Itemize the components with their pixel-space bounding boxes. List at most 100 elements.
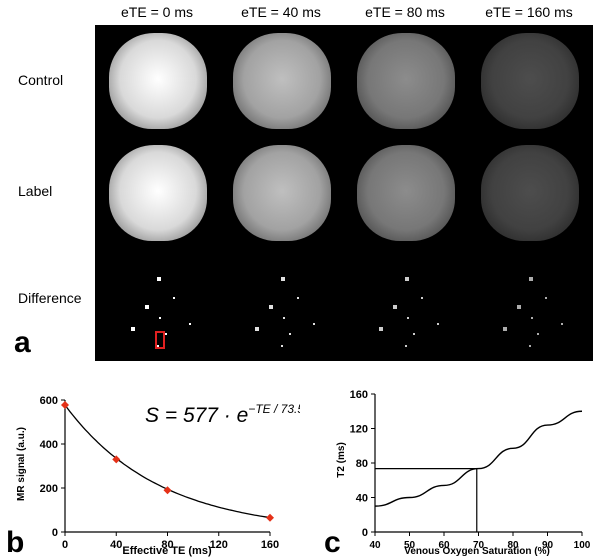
perfusion-spot [313, 323, 315, 325]
data-point [163, 486, 172, 495]
perfusion-spot [379, 327, 383, 331]
perfusion-spot [531, 317, 533, 319]
brain-slice [357, 257, 455, 353]
row-label-label: Label [18, 183, 53, 199]
fit-equation: S = 577 · e−TE / 73.5 [145, 402, 300, 427]
perfusion-spot [437, 323, 439, 325]
y-tick-label: 400 [40, 439, 58, 451]
mr-image-label-0 [95, 137, 219, 249]
mr-image-difference-2 [343, 249, 467, 361]
perfusion-spot [269, 305, 273, 309]
y-tick-label: 80 [356, 458, 368, 470]
data-point [61, 401, 69, 410]
x-tick-label: 70 [473, 540, 485, 551]
mr-image-difference-3 [467, 249, 591, 361]
x-tick-label: 160 [261, 539, 279, 551]
perfusion-spot [255, 327, 259, 331]
mr-image-control-3 [467, 25, 591, 137]
brain-slice [233, 145, 331, 241]
perfusion-spot [159, 317, 161, 319]
perfusion-spot [517, 305, 521, 309]
mr-image-control-0 [95, 25, 219, 137]
data-point [112, 455, 121, 464]
brain-slice [481, 257, 579, 353]
perfusion-spot [503, 327, 507, 331]
row-label-difference: Difference [18, 290, 82, 306]
perfusion-spot [545, 297, 547, 299]
roi-box [155, 331, 165, 349]
panel-letter-a: a [14, 326, 31, 359]
perfusion-spot [405, 277, 409, 281]
column-header-ete-0: eTE = 0 ms [121, 4, 193, 20]
perfusion-spot [405, 345, 407, 347]
brain-slice [357, 145, 455, 241]
column-header-ete-40: eTE = 40 ms [241, 4, 321, 20]
brain-slice [233, 257, 331, 353]
x-axis-label: Venous Oxygen Saturation (%) [404, 546, 550, 557]
y-tick-label: 600 [40, 395, 58, 407]
perfusion-spot [537, 333, 539, 335]
mr-image-label-2 [343, 137, 467, 249]
y-tick-label: 0 [52, 527, 58, 539]
column-header-ete-160: eTE = 160 ms [485, 4, 573, 20]
mr-image-control-2 [343, 25, 467, 137]
perfusion-spot [529, 277, 533, 281]
perfusion-spot [407, 317, 409, 319]
mr-image-grid [95, 25, 593, 361]
brain-slice [233, 33, 331, 129]
perfusion-spot [189, 323, 191, 325]
y-axis-label: MR signal (a.u.) [16, 427, 27, 501]
perfusion-spot [421, 297, 423, 299]
mr-image-label-3 [467, 137, 591, 249]
x-tick-label: 50 [404, 540, 416, 551]
x-tick-label: 120 [210, 539, 228, 551]
mr-image-difference-0 [95, 249, 219, 361]
panel-letter-b: b [6, 526, 24, 558]
perfusion-spot [281, 345, 283, 347]
brain-slice [481, 33, 579, 129]
perfusion-spot [529, 345, 531, 347]
panel-letter-c: c [324, 526, 341, 558]
brain-slice [481, 145, 579, 241]
brain-slice [109, 145, 207, 241]
perfusion-spot [283, 317, 285, 319]
perfusion-spot [393, 305, 397, 309]
x-tick-label: 100 [574, 540, 591, 551]
mr-image-label-1 [219, 137, 343, 249]
perfusion-spot [157, 345, 159, 347]
brain-slice [109, 257, 207, 353]
perfusion-spot [561, 323, 563, 325]
x-tick-label: 90 [542, 540, 554, 551]
data-point [266, 513, 274, 522]
perfusion-spot [131, 327, 135, 331]
perfusion-spot [289, 333, 291, 335]
perfusion-spot [413, 333, 415, 335]
y-tick-label: 200 [40, 483, 58, 495]
column-header-ete-80: eTE = 80 ms [365, 4, 445, 20]
x-tick-label: 80 [507, 540, 519, 551]
perfusion-spot [173, 297, 175, 299]
y-tick-label: 0 [362, 527, 368, 539]
t2-calibration-curve [374, 410, 583, 507]
y-tick-label: 120 [350, 424, 368, 436]
perfusion-spot [281, 277, 285, 281]
x-tick-label: 40 [369, 540, 381, 551]
y-tick-label: 40 [356, 493, 368, 505]
mr-image-control-1 [219, 25, 343, 137]
x-tick-label: 60 [438, 540, 450, 551]
y-axis-label: T2 (ms) [336, 442, 347, 478]
x-tick-label: 80 [161, 539, 173, 551]
row-label-control: Control [18, 72, 64, 88]
x-axis-label: Effective TE (ms) [122, 545, 212, 557]
perfusion-spot [145, 305, 149, 309]
brain-slice [357, 33, 455, 129]
perfusion-spot [157, 277, 161, 281]
x-tick-label: 40 [110, 539, 122, 551]
perfusion-spot [297, 297, 299, 299]
y-tick-label: 160 [350, 389, 368, 401]
brain-slice [109, 33, 207, 129]
signal-decay-chart: b 0 200 400 600 0 40 80 120 160 MR signal (a.u.)… [6, 395, 300, 558]
mr-image-difference-1 [219, 249, 343, 361]
perfusion-spot [165, 333, 167, 335]
